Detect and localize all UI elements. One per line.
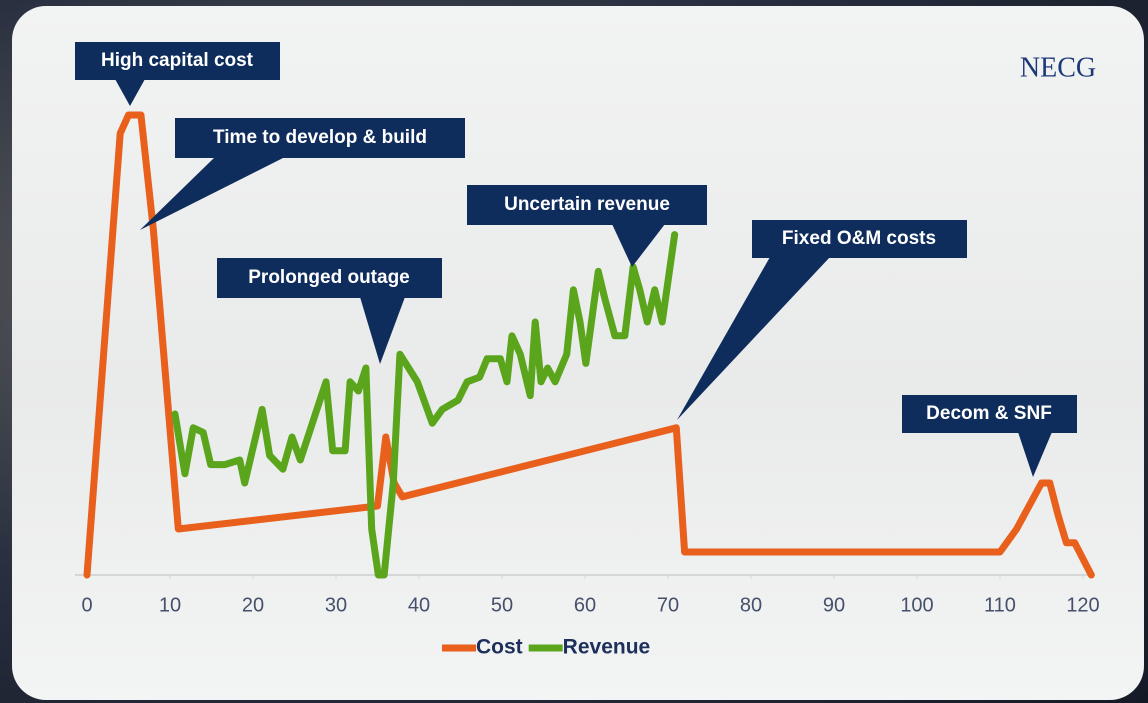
callout-pointer (677, 257, 830, 420)
callout-box (467, 185, 707, 225)
panel (12, 6, 1144, 700)
callout-box (175, 118, 465, 158)
x-tick-label: 60 (574, 594, 596, 616)
callout-pointer (1018, 432, 1052, 477)
callout-box (902, 395, 1077, 433)
x-tick-label: 50 (491, 594, 513, 616)
x-tick-label: 120 (1066, 594, 1099, 616)
callout-pointer (360, 297, 405, 364)
callout-pointer (612, 224, 665, 267)
x-tick-label: 10 (159, 594, 181, 616)
callout-pointer (115, 79, 145, 106)
series-line (83, 111, 1095, 579)
callout-pointer (140, 157, 285, 230)
x-tick-label: 30 (325, 594, 347, 616)
callout-box (75, 42, 280, 80)
x-tick-label: 110 (984, 594, 1016, 616)
callout-box (752, 220, 967, 258)
annotation: Decom & SNF (926, 403, 1052, 424)
x-tick-label: 80 (740, 594, 762, 616)
x-tick-label: 40 (408, 594, 430, 616)
annotation: Fixed O&M costs (782, 228, 936, 249)
annotation: Prolonged outage (248, 267, 410, 288)
legend-label: Revenue (563, 636, 651, 659)
x-tick-label: 70 (657, 594, 679, 616)
annotation: Uncertain revenue (504, 194, 670, 215)
x-tick-label: 20 (242, 594, 264, 616)
annotation: High capital cost (101, 50, 254, 71)
x-tick-label: 90 (823, 594, 845, 616)
series-line (171, 231, 679, 579)
logo: NECG (1020, 52, 1096, 83)
annotation: Time to develop & build (213, 127, 427, 148)
callout-box (217, 258, 442, 298)
x-tick-label: 0 (81, 594, 92, 616)
legend-label: Cost (476, 636, 523, 659)
callouts: High capital cost Time to develop & buil… (75, 42, 1077, 477)
x-tick-label: 100 (900, 594, 933, 616)
plot-area: 0 10 20 30 40 50 60 70 80 90 100 110 120 Cost Revenue (75, 111, 1100, 659)
